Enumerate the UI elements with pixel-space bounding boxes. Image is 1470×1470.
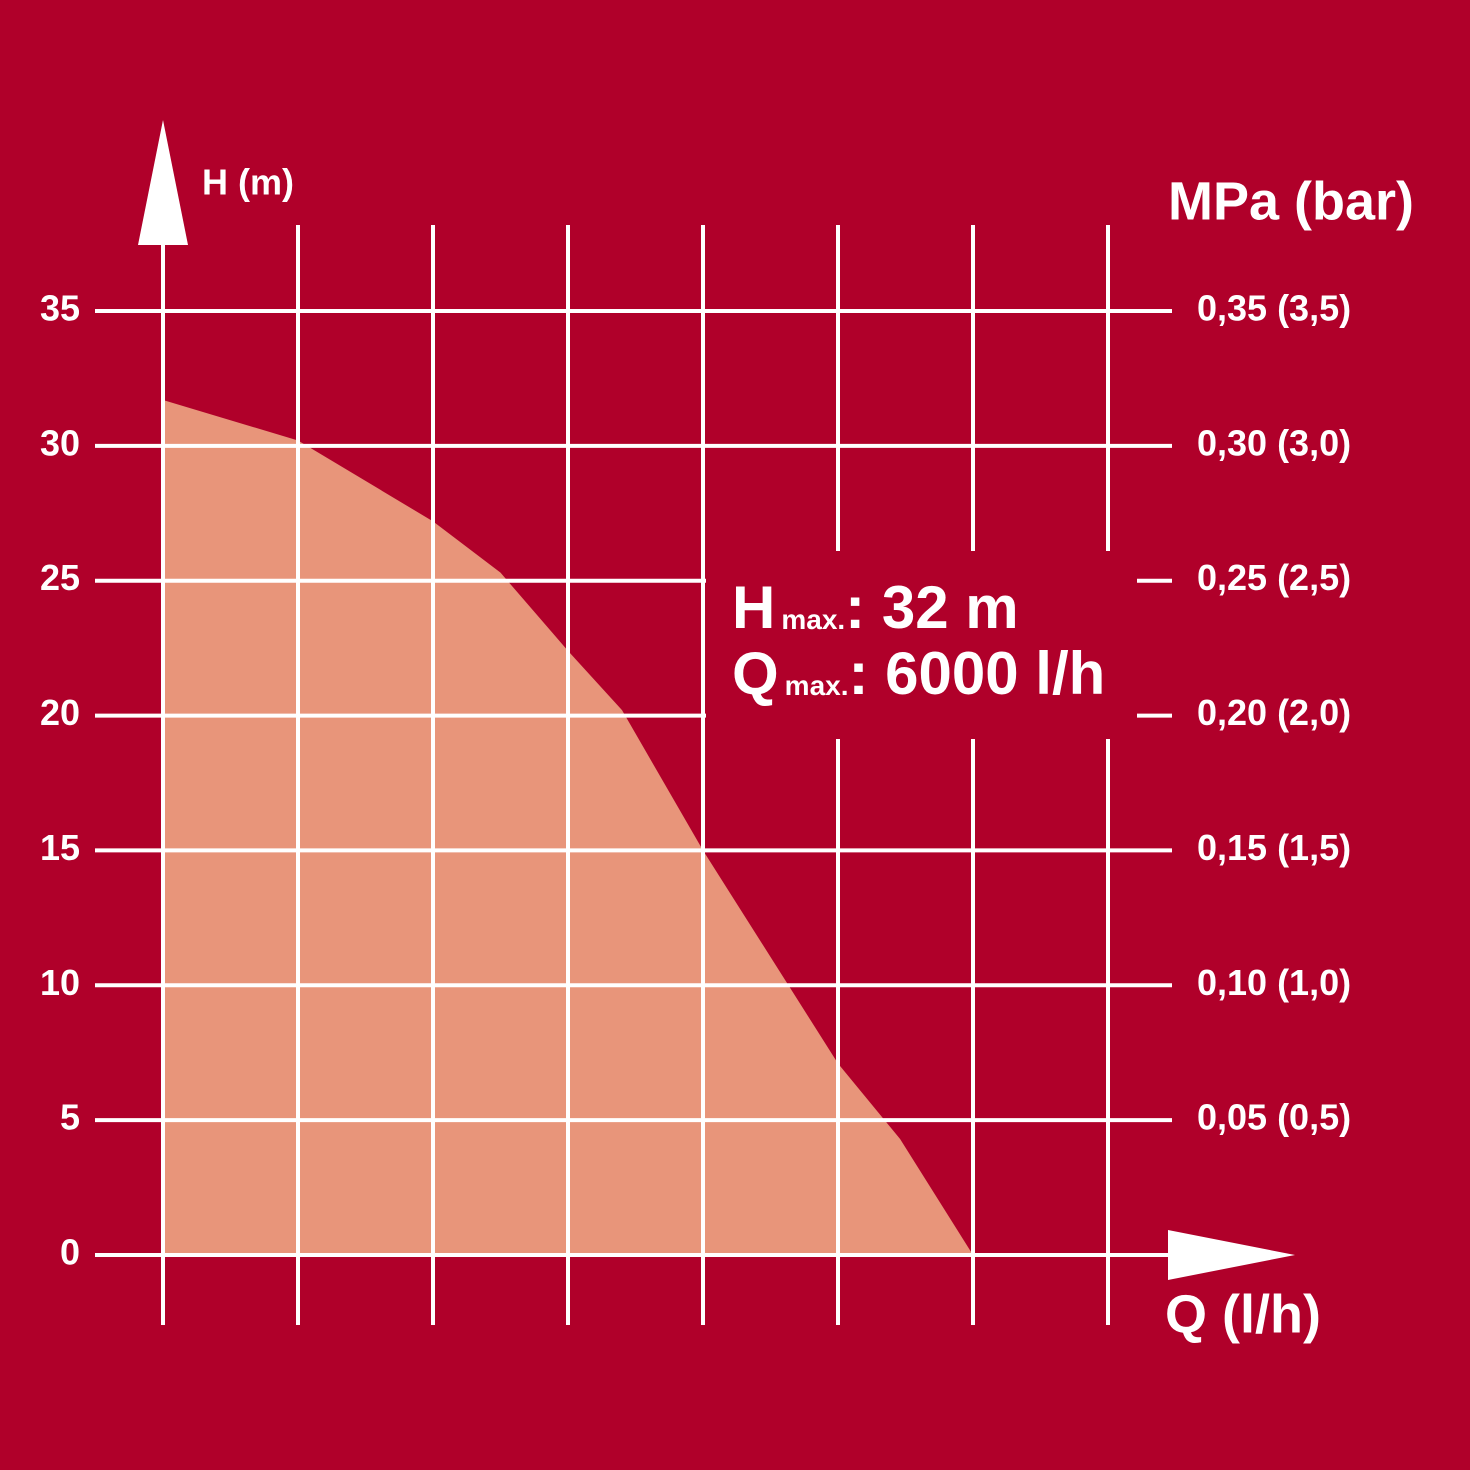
y-tick-label: 0 — [60, 1232, 80, 1273]
annotation-text: : 6000 l/h — [849, 640, 1106, 707]
y-tick-label: 10 — [40, 962, 80, 1003]
y2-tick-label: 0,25 (2,5) — [1197, 557, 1351, 598]
y-tick-label: 35 — [40, 288, 80, 329]
annotation-subscript: max. — [785, 670, 849, 701]
annotation-mask — [706, 551, 1137, 739]
y2-axis-label: MPa (bar) — [1168, 171, 1414, 231]
y2-tick-label: 0,15 (1,5) — [1197, 827, 1351, 868]
y-tick-label: 30 — [40, 422, 80, 463]
annotation-symbol: Q — [732, 640, 779, 707]
annotation-text: : 32 m — [845, 574, 1018, 641]
y-axis-arrow — [138, 120, 188, 245]
y2-tick-label: 0,05 (0,5) — [1197, 1097, 1351, 1138]
x-axis-arrow — [1168, 1230, 1295, 1280]
annotation-subscript: max. — [781, 604, 845, 635]
y2-tick-label: 0,20 (2,0) — [1197, 692, 1351, 733]
y-tick-label: 5 — [60, 1097, 80, 1138]
y-axis-label: H (m) — [202, 162, 294, 203]
x-axis-label: Q (l/h) — [1165, 1284, 1321, 1344]
annotation-symbol: H — [732, 574, 775, 641]
y-tick-label: 15 — [40, 827, 80, 868]
y-tick-label: 25 — [40, 557, 80, 598]
y2-tick-label: 0,35 (3,5) — [1197, 288, 1351, 329]
y2-tick-label: 0,10 (1,0) — [1197, 962, 1351, 1003]
y2-tick-label: 0,30 (3,0) — [1197, 422, 1351, 463]
y-tick-label: 20 — [40, 692, 80, 733]
